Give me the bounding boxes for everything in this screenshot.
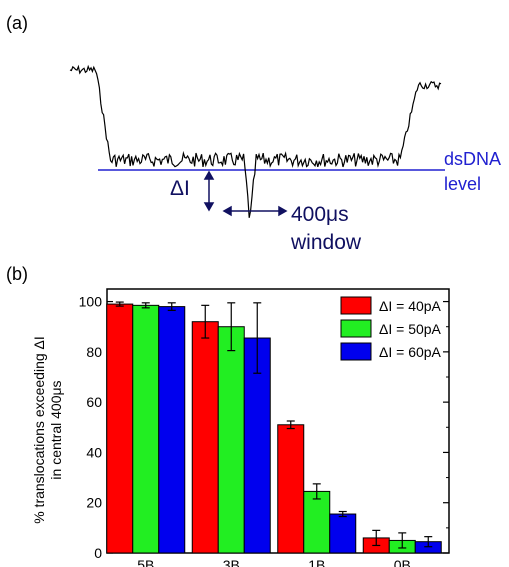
legend-swatch-3 [340, 342, 372, 361]
legend-swatch-2 [340, 319, 372, 338]
error-bar-0B-s1 [372, 529, 381, 547]
bar-5B-s3 [158, 306, 186, 554]
error-bar-3B-s1 [201, 304, 210, 339]
bar-plot: 0 20 40 60 80 100 5B 3B 1B 0B [79, 288, 450, 567]
bar-1B-s2 [303, 490, 331, 554]
panel-b-label: (b) [6, 264, 28, 284]
delta-i-arrow [203, 170, 215, 212]
legend-label-3: ΔI = 60pA [379, 344, 442, 360]
error-bar-3B-s2 [227, 302, 236, 352]
dsdna-label-line2: level [444, 174, 481, 194]
legend: ΔI = 40pA ΔI = 50pA ΔI = 60pA [340, 296, 442, 361]
window-label-line1: 400μs [291, 203, 349, 226]
error-bar-0B-s2 [398, 532, 407, 549]
error-bar-5B-s1 [115, 301, 124, 307]
error-bar-1B-s1 [286, 420, 295, 430]
bar-1B-s1 [277, 424, 305, 554]
y-tick-label: 20 [86, 495, 102, 511]
error-bar-5B-s3 [167, 302, 176, 311]
error-bar-3B-s3 [253, 302, 262, 374]
error-bar-5B-s2 [141, 302, 150, 309]
bar-5B-s1 [106, 303, 134, 554]
window-arrow [222, 205, 288, 217]
delta-i-label: ΔI [170, 177, 190, 200]
error-bar-1B-s2 [312, 483, 321, 500]
y-tick-label: 0 [94, 545, 102, 561]
x-tick-label-3B: 3B [223, 557, 240, 567]
window-label-line2: window [290, 231, 362, 254]
y-tick-label: 40 [86, 444, 102, 460]
panel-a-label: (a) [6, 13, 28, 33]
x-tick-label-0B: 0B [394, 557, 411, 567]
legend-label-1: ΔI = 40pA [379, 298, 442, 314]
error-bar-1B-s3 [338, 510, 347, 518]
dsdna-label-line1: dsDNA [444, 149, 501, 169]
bar-5B-s2 [132, 304, 160, 554]
y-axis-label-line1: % translocations exceeding ΔI [31, 336, 47, 524]
y-tick-label: 100 [79, 294, 103, 310]
bar-3B-s1 [191, 321, 219, 554]
bar-3B-s2 [217, 326, 245, 554]
y-tick-label: 80 [86, 344, 102, 360]
y-axis-label: % translocations exceeding ΔI in central… [31, 336, 64, 524]
y-axis-label-line2: in central 400μs [48, 380, 64, 479]
x-tick-label-5B: 5B [137, 557, 154, 567]
legend-swatch-1 [340, 296, 372, 315]
x-tick-label-1B: 1B [308, 557, 325, 567]
bar-1B-s3 [329, 513, 357, 554]
error-bar-0B-s3 [424, 536, 433, 548]
current-trace [69, 64, 442, 218]
legend-label-2: ΔI = 50pA [379, 321, 442, 337]
bar-3B-s3 [243, 337, 271, 554]
y-tick-label: 60 [86, 394, 102, 410]
